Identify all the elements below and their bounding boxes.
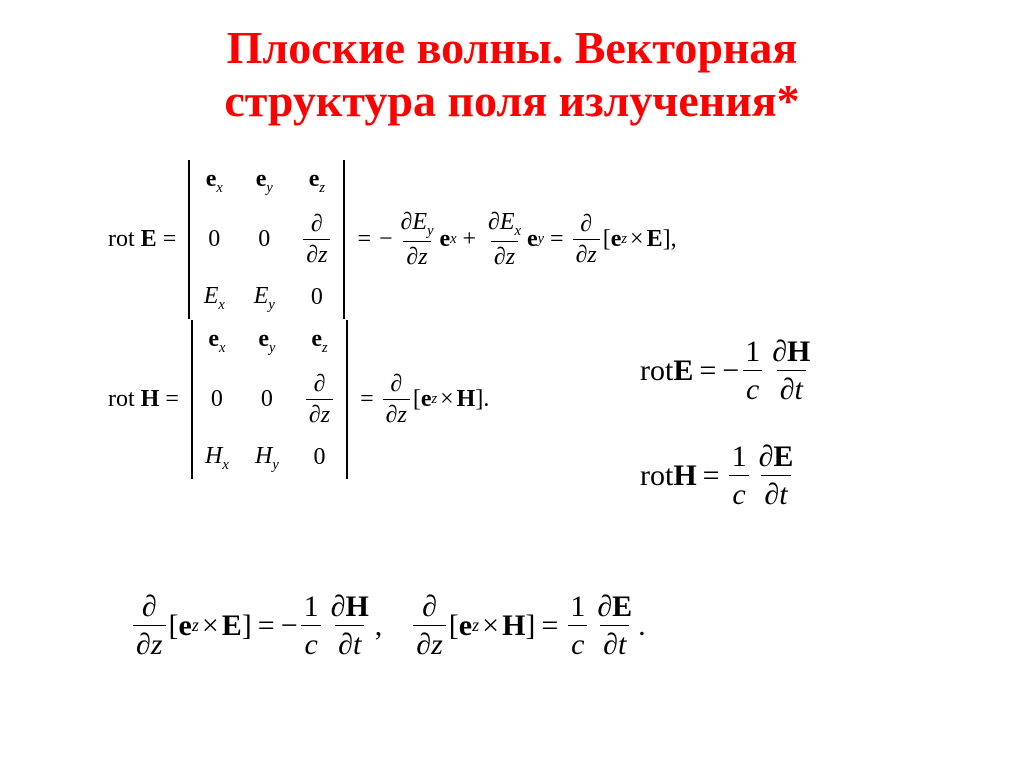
slide-title: Плоские волны. Векторная структура поля … (0, 22, 1024, 128)
equation-maxwell-ampere: rotH = 1 c ∂E ∂t (640, 440, 799, 511)
equation-rot-h-determinant: rot H = ex ey ez 0 0 ∂∂z Hx Hy 0 = (108, 320, 489, 479)
title-line-1: Плоские волны. Векторная (227, 22, 798, 73)
equation-rot-e-determinant: rot E = ex ey ez 0 0 ∂∂z Ex Ey 0 = (108, 160, 677, 319)
slide: Плоские волны. Векторная структура поля … (0, 0, 1024, 768)
determinant-h: ex ey ez 0 0 ∂∂z Hx Hy 0 (191, 320, 348, 479)
equation-maxwell-faraday: rotE = − 1 c ∂H ∂t (640, 335, 816, 406)
determinant-e: ex ey ez 0 0 ∂∂z Ex Ey 0 (188, 160, 345, 319)
title-line-2: структура поля излучения* (224, 75, 799, 126)
equation-result-pair: ∂ ∂z [ ez × E ] = − 1 c ∂H ∂t , ∂ ∂z [ (130, 590, 646, 661)
